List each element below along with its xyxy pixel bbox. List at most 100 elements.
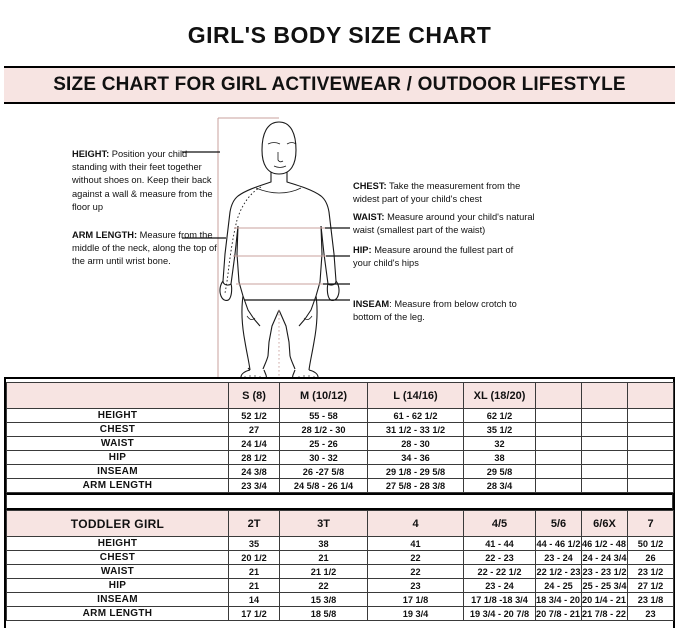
table-row: ARM LENGTH 17 1/2 18 5/8 19 3/4 19 3/4 - 20 …	[6, 606, 674, 621]
column-header-5-6: 5/6	[535, 510, 582, 537]
cell-chest-3: 35 1/2	[463, 422, 536, 437]
cell-chest-2: 31 1/2 - 33 1/2	[367, 422, 464, 437]
cell-arm-length-0: 17 1/2	[228, 606, 280, 621]
row-label-chest: CHEST	[6, 422, 229, 437]
cell-arm-length-6: 23	[627, 606, 674, 621]
row-label-hip: HIP	[6, 450, 229, 465]
cell-height-5: 46 1/2 - 48 1/2	[581, 536, 628, 551]
page-subtitle: SIZE CHART FOR GIRL ACTIVEWEAR / OUTDOOR…	[53, 74, 626, 95]
cell-chest-1: 28 1/2 - 30	[279, 422, 368, 437]
cell-waist-3: 22 - 22 1/2	[463, 564, 536, 579]
cell-inseam-1: 26 -27 5/8	[279, 464, 368, 479]
cell-hip-3: 38	[463, 450, 536, 465]
row-label-inseam: INSEAM	[6, 592, 229, 607]
cell-chest-5: 24 - 24 3/4	[581, 550, 628, 565]
cell-arm-length-3: 19 3/4 - 20 7/8	[463, 606, 536, 621]
column-header-s-8-: S (8)	[228, 382, 280, 409]
cell-arm-length-5	[581, 478, 628, 493]
cell-chest-6: 26	[627, 550, 674, 565]
cell-inseam-3: 29 5/8	[463, 464, 536, 479]
column-header-empty-4	[535, 382, 582, 409]
column-header-l-14-16-: L (14/16)	[367, 382, 464, 409]
cell-inseam-0: 14	[228, 592, 280, 607]
cell-chest-1: 21	[279, 550, 368, 565]
row-label-chest: CHEST	[6, 550, 229, 565]
cell-hip-0: 28 1/2	[228, 450, 280, 465]
row-label-arm-length: ARM LENGTH	[6, 478, 229, 493]
cell-chest-0: 27	[228, 422, 280, 437]
table-row: HEIGHT 35 38 41 41 - 44 44 - 46 1/2 46 1/2 - 4…	[6, 536, 674, 551]
cell-hip-3: 23 - 24	[463, 578, 536, 593]
cell-inseam-4: 18 3/4 - 20 1/4	[535, 592, 582, 607]
table-row: WAIST 21 21 1/2 22 22 - 22 1/2 22 1/2 - 23 23 …	[6, 564, 674, 579]
cell-hip-6: 27 1/2	[627, 578, 674, 593]
measure-lines	[233, 227, 326, 285]
note-hip-term: HIP:	[353, 245, 372, 255]
note-hip: HIP: Measure around the fullest part of …	[353, 244, 533, 270]
cell-inseam-1: 15 3/8	[279, 592, 368, 607]
cell-arm-length-4: 20 7/8 - 21 7/8	[535, 606, 582, 621]
cell-waist-4: 22 1/2 - 23	[535, 564, 582, 579]
cell-hip-2: 34 - 36	[367, 450, 464, 465]
page-title-band: GIRL'S BODY SIZE CHART	[4, 4, 675, 68]
column-header-xl-18-20-: XL (18/20)	[463, 382, 536, 409]
cell-arm-length-1: 24 5/8 - 26 1/4	[279, 478, 368, 493]
column-header-6-6x: 6/6X	[581, 510, 628, 537]
cell-chest-6	[627, 422, 674, 437]
bottom-strip	[6, 621, 673, 628]
cell-waist-5: 23 - 23 1/2	[581, 564, 628, 579]
cell-arm-length-2: 19 3/4	[367, 606, 464, 621]
note-height: HEIGHT: Position your child standing wit…	[72, 148, 224, 214]
cell-chest-5	[581, 422, 628, 437]
table-separator	[6, 493, 673, 510]
cell-hip-1: 22	[279, 578, 368, 593]
note-chest-text: Take the measurement from the widest par…	[353, 181, 521, 205]
cell-inseam-4	[535, 464, 582, 479]
note-waist-term: WAIST:	[353, 212, 385, 222]
cell-hip-6	[627, 450, 674, 465]
measurement-diagram: HEIGHT: Position your child standing wit…	[4, 104, 675, 379]
note-waist-text: Measure around your child's natural wais…	[353, 212, 535, 236]
cell-inseam-5	[581, 464, 628, 479]
table-row: CHEST 20 1/2 21 22 22 - 23 23 - 24 24 - 24 3/4…	[6, 550, 674, 565]
cell-hip-0: 21	[228, 578, 280, 593]
cell-height-0: 35	[228, 536, 280, 551]
cell-waist-4	[535, 436, 582, 451]
page-title: GIRL'S BODY SIZE CHART	[187, 21, 492, 48]
row-label-hip: HIP	[6, 578, 229, 593]
body-outline-icon	[219, 121, 340, 377]
note-inseam-text: : Measure from below crotch to bottom of…	[353, 299, 517, 323]
cell-waist-0: 24 1/4	[228, 436, 280, 451]
cell-inseam-5: 20 1/4 - 21 7/8	[581, 592, 628, 607]
cell-height-1: 55 - 58	[279, 408, 368, 423]
cell-hip-5	[581, 450, 628, 465]
cell-arm-length-0: 23 3/4	[228, 478, 280, 493]
cell-arm-length-4	[535, 478, 582, 493]
cell-height-5	[581, 408, 628, 423]
girl-size-table-header-row: S (8) M (10/12) L (14/16) XL (18/20)	[6, 382, 674, 409]
cell-waist-6: 23 1/2	[627, 564, 674, 579]
cell-arm-length-3: 28 3/4	[463, 478, 536, 493]
cell-height-2: 61 - 62 1/2	[367, 408, 464, 423]
cell-waist-1: 21 1/2	[279, 564, 368, 579]
cell-height-2: 41	[367, 536, 464, 551]
column-header-4: 4	[367, 510, 464, 537]
table-corner-label: TODDLER GIRL	[6, 510, 229, 537]
cell-waist-2: 28 - 30	[367, 436, 464, 451]
cell-waist-1: 25 - 26	[279, 436, 368, 451]
table-row: INSEAM 24 3/8 26 -27 5/8 29 1/8 - 29 5/8 29 …	[6, 464, 674, 479]
cell-chest-4	[535, 422, 582, 437]
column-header-4-5: 4/5	[463, 510, 536, 537]
cell-waist-5	[581, 436, 628, 451]
height-bracket	[217, 117, 279, 377]
table-row: INSEAM 14 15 3/8 17 1/8 17 1/8 -18 3/4 18 3/4…	[6, 592, 674, 607]
cell-height-6: 50 1/2	[627, 536, 674, 551]
cell-height-0: 52 1/2	[228, 408, 280, 423]
note-height-text: Position your child standing with their …	[72, 149, 213, 212]
leader-lines	[182, 151, 350, 301]
table-row: ARM LENGTH 23 3/4 24 5/8 - 26 1/4 27 5/8 - …	[6, 478, 674, 493]
cell-waist-3: 32	[463, 436, 536, 451]
row-label-height: HEIGHT	[6, 536, 229, 551]
cell-chest-3: 22 - 23	[463, 550, 536, 565]
table-row: HIP 28 1/2 30 - 32 34 - 36 38	[6, 450, 674, 465]
